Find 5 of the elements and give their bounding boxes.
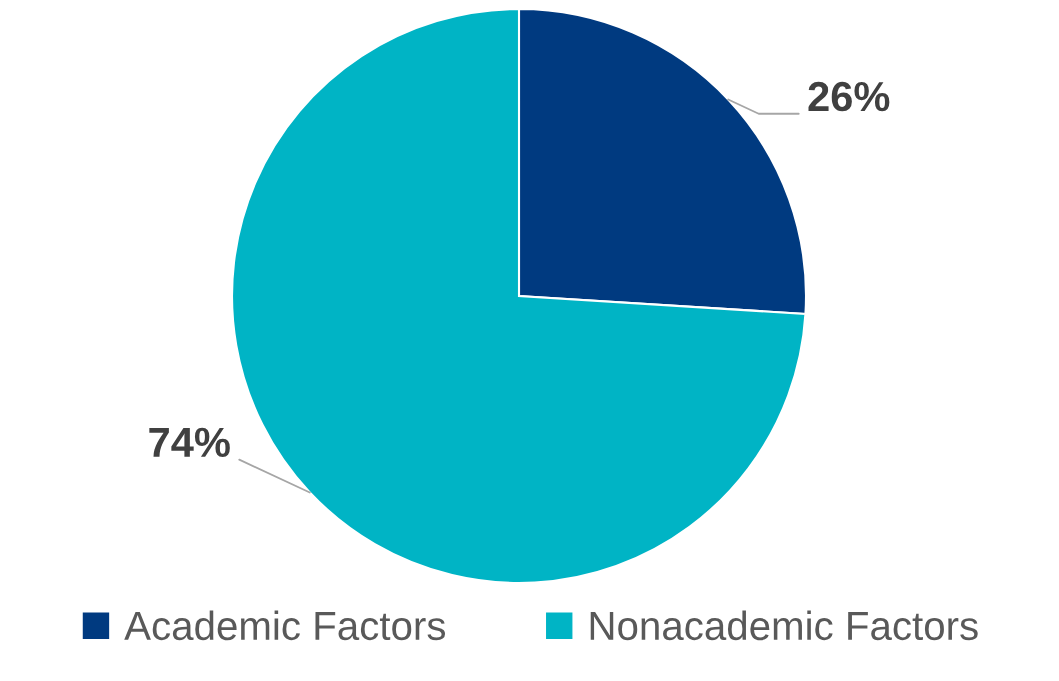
data-label: 26% [808,81,890,112]
legend-label: Academic Factors [124,610,446,641]
data-label: 74% [149,427,230,458]
legend-label: Nonacademic Factors [590,610,978,641]
pie-slice [231,7,807,585]
